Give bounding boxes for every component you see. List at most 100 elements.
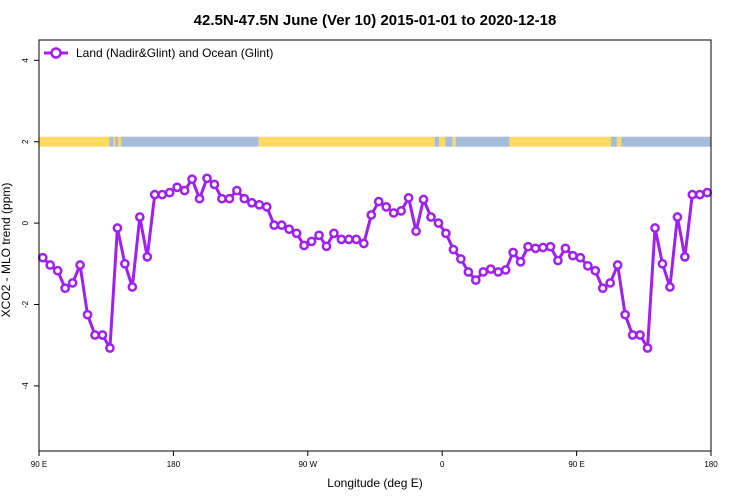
- mask-segment-land: [113, 136, 116, 147]
- x-axis-ticks: 90 E 180 90 W 0 90 E 180: [31, 451, 718, 469]
- mask-segment-land: [258, 136, 435, 147]
- data-point: [134, 212, 145, 222]
- data-point: [82, 309, 93, 320]
- data-point: [142, 252, 153, 262]
- data-point: [321, 241, 332, 252]
- data-point: [448, 244, 459, 255]
- data-point: [276, 220, 287, 231]
- data-point: [306, 236, 317, 247]
- data-point: [508, 247, 518, 258]
- data-point: [157, 189, 168, 200]
- y-tick-label: -4: [21, 382, 30, 390]
- mask-segment-ocean: [115, 136, 119, 147]
- data-point: [120, 258, 130, 269]
- data-point: [45, 260, 56, 270]
- mask-segment-land: [39, 136, 110, 147]
- mask-segment-ocean: [455, 136, 510, 147]
- mask-segment-ocean: [610, 136, 617, 147]
- y-tick-label: -2: [21, 300, 30, 308]
- data-point: [373, 196, 384, 207]
- data-point: [575, 252, 586, 263]
- data-point: [672, 212, 683, 222]
- data-point: [67, 278, 78, 288]
- data-point: [37, 252, 48, 263]
- data-point: [351, 234, 362, 245]
- data-point: [105, 343, 115, 353]
- y-tick-label: 0: [21, 220, 30, 225]
- x-tick-label: 180: [167, 460, 181, 469]
- data-point: [381, 201, 392, 212]
- x-axis-label: Longitude (deg E): [327, 476, 422, 490]
- legend-marker-swatch: [50, 47, 62, 59]
- data-point: [493, 267, 504, 277]
- land-ocean-mask: [39, 136, 711, 147]
- data-point: [582, 260, 593, 271]
- data-point: [411, 226, 421, 237]
- data-point: [194, 193, 205, 204]
- data-point: [545, 241, 556, 252]
- chart-title: 42.5N-47.5N June (Ver 10) 2015-01-01 to …: [194, 12, 557, 29]
- data-point: [246, 197, 257, 208]
- data-point: [366, 210, 377, 220]
- data-point: [90, 330, 100, 340]
- data-point: [441, 228, 451, 239]
- data-point: [463, 267, 474, 277]
- data-point: [224, 193, 235, 204]
- mask-segment-land: [439, 136, 446, 147]
- data-point: [456, 254, 466, 264]
- data-point: [97, 330, 108, 340]
- data-point: [127, 282, 138, 292]
- mask-segment-ocean: [121, 136, 259, 147]
- data-point: [336, 234, 347, 245]
- data-point: [112, 223, 123, 233]
- data-point: [515, 256, 526, 267]
- data-point: [523, 241, 533, 252]
- data-point: [202, 173, 212, 184]
- data-point: [232, 185, 242, 196]
- data-point: [187, 174, 197, 185]
- mask-segment-ocean: [109, 136, 114, 147]
- data-point: [396, 206, 406, 216]
- data-point: [388, 208, 399, 218]
- data-point: [665, 282, 675, 292]
- data-point: [478, 267, 489, 277]
- y-axis-ticks: -4 -2 0 2 4: [21, 58, 39, 390]
- legend: Land (Nadir&Glint) and Ocean (Glint): [44, 46, 273, 60]
- data-point: [590, 265, 601, 276]
- data-point: [500, 265, 511, 275]
- mask-segment-ocean: [621, 136, 711, 147]
- data-point: [560, 243, 571, 254]
- data-point: [254, 199, 265, 210]
- data-point: [687, 189, 698, 200]
- plot-frame: [38, 39, 712, 452]
- data-point: [209, 179, 220, 190]
- data-point: [642, 343, 653, 353]
- data-point: [568, 250, 578, 261]
- data-point: [605, 278, 616, 288]
- data-point: [149, 189, 160, 200]
- data-point: [470, 275, 481, 285]
- x-tick-label: 90 E: [31, 460, 47, 469]
- data-point: [538, 242, 548, 253]
- mask-segment-land: [616, 136, 622, 147]
- x-tick-label: 180: [704, 460, 718, 469]
- data-point: [329, 228, 339, 239]
- y-tick-label: 2: [21, 139, 30, 144]
- data-point: [530, 243, 541, 254]
- data-point: [217, 193, 227, 204]
- data-point: [239, 193, 250, 204]
- data-point: [284, 224, 294, 235]
- x-tick-label: 90 W: [298, 460, 317, 469]
- data-point: [358, 238, 369, 249]
- mask-segment-land: [509, 136, 611, 147]
- data-point: [433, 218, 444, 228]
- data-point: [314, 230, 324, 241]
- data-point: [702, 187, 713, 198]
- data-point: [612, 260, 623, 270]
- data-point: [418, 194, 429, 205]
- data-point: [620, 309, 630, 320]
- data-point: [426, 212, 436, 222]
- data-point: [179, 185, 190, 196]
- legend-entry-label: Land (Nadir&Glint) and Ocean (Glint): [76, 46, 273, 60]
- data-point: [52, 265, 63, 276]
